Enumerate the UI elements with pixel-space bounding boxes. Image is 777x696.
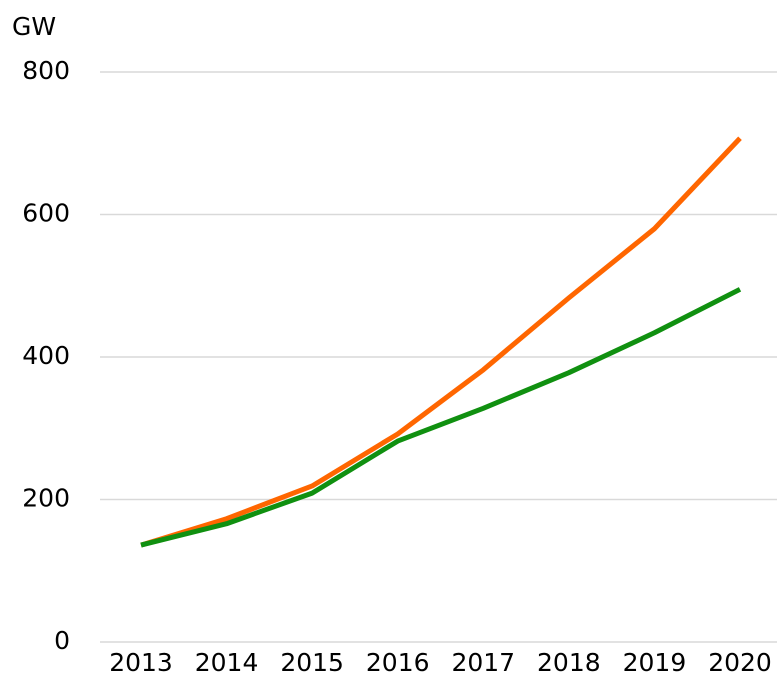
y-tick-label: 800 [22, 56, 70, 85]
series-line [140, 287, 742, 548]
x-tick-label: 2015 [280, 648, 344, 677]
series-line [140, 136, 742, 548]
y-tick-label: 600 [22, 199, 70, 228]
y-tick-label: 200 [22, 484, 70, 513]
y-axis-label: GW [12, 12, 56, 41]
x-tick-label: 2019 [623, 648, 687, 677]
x-tick-label: 2018 [537, 648, 601, 677]
y-tick-label: 0 [54, 626, 70, 655]
x-tick-label: 2014 [195, 648, 259, 677]
x-tick-label: 2013 [109, 648, 173, 677]
x-tick-label: 2020 [708, 648, 772, 677]
x-tick-label: 2017 [451, 648, 515, 677]
y-tick-label: 400 [22, 341, 70, 370]
x-tick-label: 2016 [366, 648, 430, 677]
